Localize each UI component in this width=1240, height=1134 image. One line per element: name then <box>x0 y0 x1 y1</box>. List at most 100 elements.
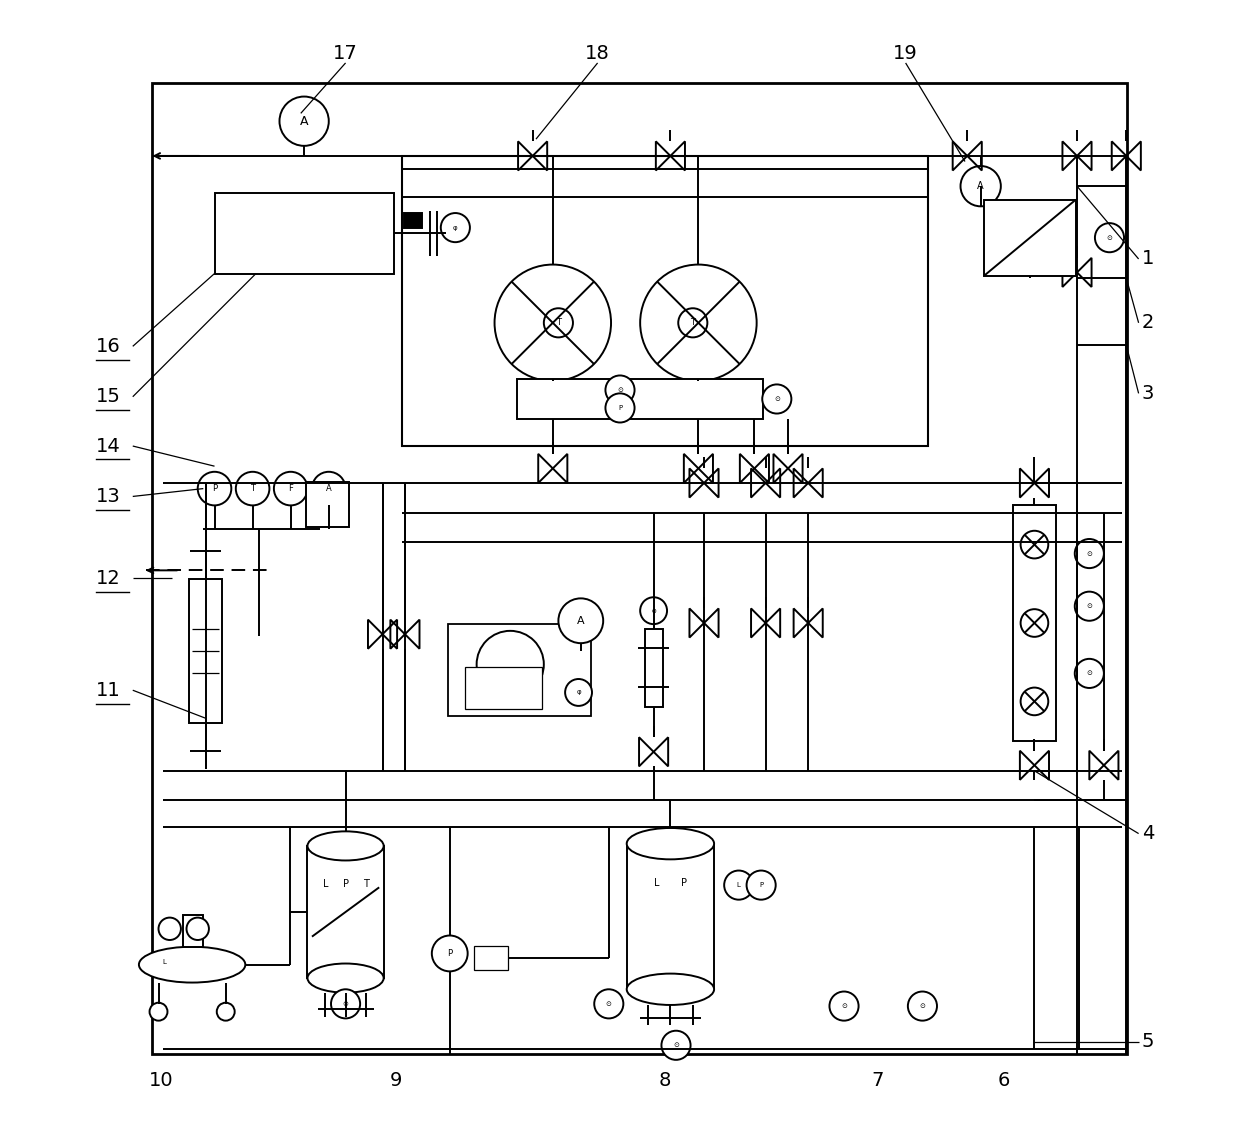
Text: P: P <box>759 882 763 888</box>
Circle shape <box>495 264 611 381</box>
Circle shape <box>279 96 329 146</box>
Circle shape <box>159 917 181 940</box>
Circle shape <box>763 384 791 414</box>
Text: T: T <box>691 319 696 328</box>
Text: ⊙: ⊙ <box>920 1004 925 1009</box>
Text: 7: 7 <box>872 1070 884 1090</box>
Ellipse shape <box>308 831 383 861</box>
Circle shape <box>558 599 603 643</box>
Text: 11: 11 <box>95 680 120 700</box>
Text: 3: 3 <box>1142 384 1154 403</box>
Ellipse shape <box>626 828 714 860</box>
Text: ⊙: ⊙ <box>1106 235 1112 240</box>
Circle shape <box>331 989 360 1018</box>
Bar <box>465 667 542 709</box>
Text: 12: 12 <box>95 569 120 587</box>
Circle shape <box>908 991 937 1021</box>
Text: P: P <box>618 405 622 411</box>
Text: 14: 14 <box>95 437 120 456</box>
Text: P: P <box>342 879 348 889</box>
Bar <box>404 213 422 228</box>
Text: 16: 16 <box>95 337 120 356</box>
Circle shape <box>274 472 308 506</box>
Bar <box>151 83 1127 1055</box>
Circle shape <box>1075 539 1104 568</box>
Circle shape <box>186 917 208 940</box>
Bar <box>645 628 662 706</box>
Circle shape <box>1075 592 1104 620</box>
Bar <box>475 946 508 971</box>
Text: ⊙: ⊙ <box>618 387 622 393</box>
Text: ⊙: ⊙ <box>606 1001 611 1007</box>
Bar <box>402 155 928 446</box>
Text: L: L <box>162 959 166 965</box>
Text: ⊙: ⊙ <box>1086 551 1092 557</box>
Circle shape <box>746 871 776 899</box>
Text: ⊙: ⊙ <box>1086 603 1092 609</box>
Text: L: L <box>322 879 329 889</box>
Bar <box>306 482 348 526</box>
Text: T: T <box>250 484 255 493</box>
Text: 10: 10 <box>149 1070 174 1090</box>
Text: ⊙: ⊙ <box>774 396 780 401</box>
Bar <box>308 846 383 979</box>
Text: L: L <box>655 878 660 888</box>
Text: P: P <box>212 484 217 493</box>
Bar <box>188 579 222 722</box>
Circle shape <box>432 936 467 972</box>
Text: T: T <box>556 319 560 328</box>
Circle shape <box>605 393 635 423</box>
Ellipse shape <box>308 964 383 992</box>
Text: 18: 18 <box>585 44 610 64</box>
Text: 8: 8 <box>658 1070 671 1090</box>
Text: F: F <box>288 484 293 493</box>
Text: A: A <box>977 181 985 192</box>
Circle shape <box>1021 531 1048 558</box>
Text: 5: 5 <box>1142 1032 1154 1051</box>
Circle shape <box>724 871 753 899</box>
Circle shape <box>1021 609 1048 637</box>
Text: 9: 9 <box>389 1070 402 1090</box>
Bar <box>184 915 203 947</box>
Circle shape <box>217 1002 234 1021</box>
Circle shape <box>544 308 573 338</box>
Text: ⊙: ⊙ <box>342 1001 348 1007</box>
Circle shape <box>661 1031 691 1060</box>
Bar <box>985 200 1076 276</box>
Text: T: T <box>363 879 368 889</box>
Text: φ: φ <box>453 225 458 230</box>
Circle shape <box>640 598 667 624</box>
Text: 19: 19 <box>893 44 918 64</box>
Bar <box>215 193 394 273</box>
Circle shape <box>150 1002 167 1021</box>
Text: ⊙: ⊙ <box>1086 670 1092 676</box>
Circle shape <box>565 679 591 705</box>
Text: 4: 4 <box>1142 824 1154 843</box>
Bar <box>626 844 714 989</box>
Text: 2: 2 <box>1142 313 1154 332</box>
Circle shape <box>236 472 269 506</box>
Circle shape <box>312 472 346 506</box>
Text: ⊙: ⊙ <box>673 1042 680 1048</box>
Text: 13: 13 <box>95 486 120 506</box>
Bar <box>448 624 591 716</box>
Circle shape <box>1095 223 1123 252</box>
Circle shape <box>961 166 1001 206</box>
Text: φ: φ <box>651 608 656 613</box>
Text: 1: 1 <box>1142 249 1154 269</box>
Text: A: A <box>326 484 331 493</box>
Ellipse shape <box>626 974 714 1005</box>
Circle shape <box>605 375 635 405</box>
Text: A: A <box>300 115 309 128</box>
Text: 17: 17 <box>334 44 358 64</box>
Text: ⊙: ⊙ <box>841 1004 847 1009</box>
Ellipse shape <box>139 947 246 982</box>
Circle shape <box>830 991 858 1021</box>
Circle shape <box>197 472 232 506</box>
Text: A: A <box>577 616 584 626</box>
Text: 15: 15 <box>95 387 120 406</box>
Circle shape <box>1021 687 1048 716</box>
Text: L: L <box>737 882 740 888</box>
Circle shape <box>440 213 470 243</box>
Circle shape <box>594 989 624 1018</box>
